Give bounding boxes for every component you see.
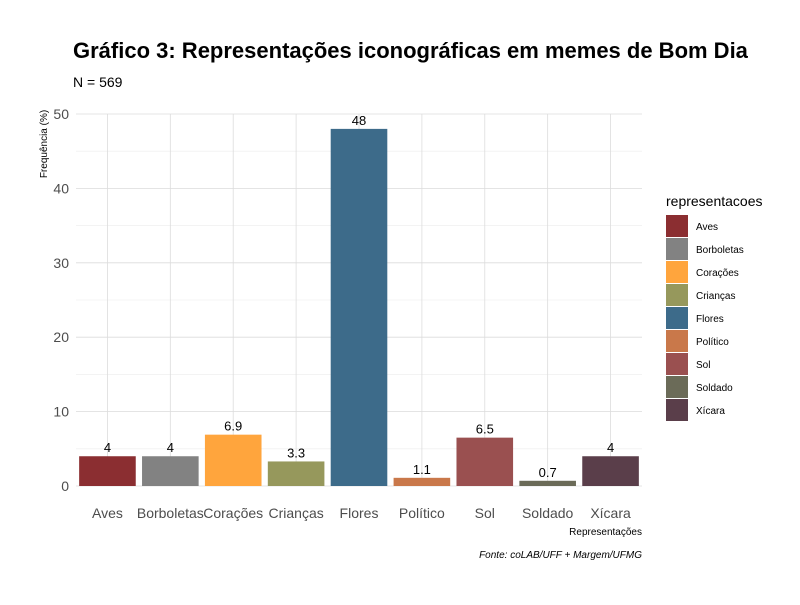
value-labels-layer: 4 4 6.9 3.3 48 1.1 6.5 0.7 4 xyxy=(104,113,614,480)
x-axis: Aves Borboletas Corações Crianças Flores Polí… xyxy=(92,505,631,521)
bar-value-label: 1.1 xyxy=(413,462,431,477)
y-tick-label: 10 xyxy=(53,404,69,420)
legend-swatch xyxy=(666,238,688,260)
bar-value-label: 3.3 xyxy=(287,445,305,460)
x-tick-label: Soldado xyxy=(522,505,574,521)
x-tick-label: Político xyxy=(399,505,445,521)
y-axis-label: Frequência (%) xyxy=(39,110,50,178)
x-tick-label: Aves xyxy=(92,505,123,521)
legend-entry-label: Flores xyxy=(696,314,724,325)
bar-value-label: 0.7 xyxy=(539,465,557,480)
legend-entry-label: Político xyxy=(696,337,729,348)
bar xyxy=(142,456,199,486)
bar xyxy=(393,477,451,486)
chart-title: Gráfico 3: Representações iconográficas … xyxy=(73,38,749,63)
x-tick-label: Xícara xyxy=(590,505,631,521)
bar-value-label: 4 xyxy=(167,440,174,455)
x-tick-label: Crianças xyxy=(268,505,323,521)
legend-entry-label: Soldado xyxy=(696,383,733,394)
legend-entry-label: Aves xyxy=(696,222,718,233)
legend-entry-label: Corações xyxy=(696,268,739,279)
legend-title: representacoes xyxy=(666,193,763,209)
x-tick-label: Sol xyxy=(475,505,495,521)
y-tick-label: 0 xyxy=(61,478,69,494)
bar xyxy=(330,128,388,486)
bar xyxy=(204,434,262,486)
y-axis: 0 10 20 30 40 50 xyxy=(53,106,69,494)
legend-entry-label: Sol xyxy=(696,360,710,371)
bar-value-label: 4 xyxy=(607,440,614,455)
legend-swatch xyxy=(666,307,688,329)
legend-swatch xyxy=(666,376,688,398)
legend: representacoes Aves Borboletas Corações Cri… xyxy=(666,193,763,421)
bar xyxy=(267,461,325,486)
bar-value-label: 6.9 xyxy=(224,419,242,434)
y-tick-label: 30 xyxy=(53,255,69,271)
legend-swatch xyxy=(666,284,688,306)
bar xyxy=(519,480,576,486)
legend-swatch xyxy=(666,215,688,237)
bar xyxy=(456,437,514,486)
y-tick-label: 40 xyxy=(53,180,69,196)
legend-entry-label: Borboletas xyxy=(696,245,744,256)
x-axis-label: Representações xyxy=(569,527,642,538)
legend-swatch xyxy=(666,353,688,375)
bar xyxy=(582,456,639,486)
bar-value-label: 48 xyxy=(352,113,366,128)
chart-caption: Fonte: coLAB/UFF + Margem/UFMG xyxy=(479,550,642,561)
legend-entry-label: Crianças xyxy=(696,291,735,302)
y-tick-label: 20 xyxy=(53,329,69,345)
bars-layer xyxy=(79,128,639,486)
y-tick-label: 50 xyxy=(53,106,69,122)
legend-swatch xyxy=(666,261,688,283)
legend-swatch xyxy=(666,399,688,421)
chart-subtitle: N = 569 xyxy=(73,74,123,90)
bar-value-label: 6.5 xyxy=(476,422,494,437)
x-tick-label: Corações xyxy=(203,505,263,521)
bar-value-label: 4 xyxy=(104,440,111,455)
bar xyxy=(79,456,136,486)
legend-swatch xyxy=(666,330,688,352)
x-tick-label: Borboletas xyxy=(137,505,204,521)
legend-entry-label: Xícara xyxy=(696,406,725,417)
x-tick-label: Flores xyxy=(340,505,379,521)
